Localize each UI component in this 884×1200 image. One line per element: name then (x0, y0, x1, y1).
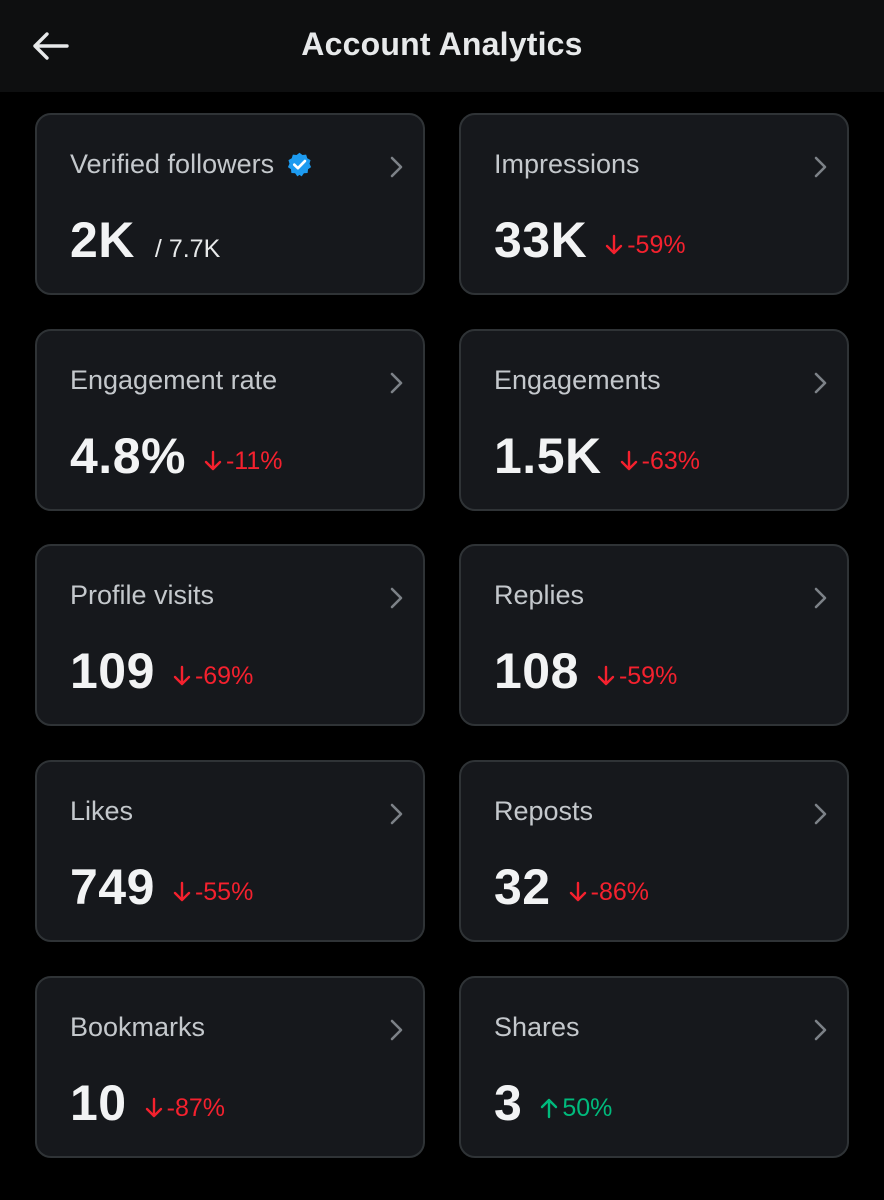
card-impressions[interactable]: Impressions 33K -59% (459, 113, 849, 295)
metric-change: -59% (597, 662, 677, 691)
arrow-down-icon (606, 234, 623, 255)
card-label: Impressions (494, 149, 640, 179)
chevron-right-icon (390, 156, 403, 178)
metric-value: 2K (70, 212, 135, 268)
metric-value: 10 (70, 1075, 127, 1131)
arrow-down-icon (597, 665, 615, 686)
chevron-right-icon (390, 587, 403, 609)
card-label: Engagement rate (70, 365, 278, 395)
chevron-right-icon (814, 803, 827, 825)
change-percent: -86% (590, 877, 649, 906)
change-percent: -59% (618, 661, 678, 690)
metric-change: -86% (569, 878, 649, 907)
card-shares[interactable]: Shares 3 50% (459, 976, 849, 1158)
page-title: Account Analytics (301, 26, 583, 62)
chevron-right-icon (814, 1019, 827, 1041)
card-replies[interactable]: Replies 108 -59% (459, 544, 849, 726)
metric-change: -69% (173, 662, 253, 691)
metric-value: 4.8% (70, 428, 186, 484)
card-label: Verified followers (70, 149, 275, 179)
change-percent: -11% (225, 446, 283, 475)
chevron-right-icon (390, 372, 403, 394)
metric-value: 1.5K (494, 428, 602, 484)
metric-change: -87% (145, 1094, 225, 1123)
card-label: Reposts (494, 796, 594, 826)
metric-change: -11% (204, 446, 283, 476)
chevron-right-icon (814, 156, 827, 178)
card-engagement-rate[interactable]: Engagement rate 4.8% -11% (35, 329, 425, 511)
metric-value: 33K (494, 212, 588, 268)
metric-total: / 7.7K (154, 235, 221, 263)
change-percent: -87% (166, 1093, 225, 1122)
chevron-right-icon (390, 803, 403, 825)
change-percent: 50% (562, 1093, 613, 1122)
change-percent: -55% (194, 877, 254, 906)
arrow-down-icon (173, 665, 191, 686)
change-percent: -63% (641, 446, 700, 475)
metric-change: -55% (173, 878, 253, 907)
metric-value: 109 (70, 643, 155, 699)
metric-change: -59% (605, 230, 686, 260)
arrow-left-icon (33, 32, 69, 60)
card-verified-followers[interactable]: Verified followers 2K / 7.7K (35, 113, 425, 295)
card-label: Shares (494, 1012, 580, 1042)
card-likes[interactable]: Likes 749 -55% (35, 760, 425, 942)
arrow-down-icon (620, 450, 637, 471)
top-bar: Account Analytics (0, 0, 884, 92)
card-label: Replies (494, 580, 585, 610)
arrow-down-icon (173, 881, 191, 902)
arrow-down-icon (569, 881, 586, 902)
metric-change: -63% (620, 447, 700, 476)
metric-value: 749 (70, 859, 155, 915)
metric-change: 50% (540, 1094, 612, 1123)
back-button[interactable] (28, 26, 72, 66)
card-profile-visits[interactable]: Profile visits 109 -69% (35, 544, 425, 726)
chevron-right-icon (390, 1019, 403, 1041)
arrow-down-icon (204, 450, 222, 471)
chevron-right-icon (814, 587, 827, 609)
change-percent: -59% (627, 230, 686, 259)
card-engagements[interactable]: Engagements 1.5K -63% (459, 329, 849, 511)
arrow-up-icon (541, 1098, 558, 1119)
metric-value: 108 (494, 643, 579, 699)
card-bookmarks[interactable]: Bookmarks 10 -87% (35, 976, 425, 1158)
card-label: Profile visits (70, 580, 215, 610)
metric-value: 3 (494, 1075, 523, 1131)
card-reposts[interactable]: Reposts 32 -86% (459, 760, 849, 942)
metric-value: 32 (494, 859, 551, 915)
card-label: Engagements (494, 365, 661, 395)
card-label: Bookmarks (70, 1012, 206, 1042)
verified-badge-icon (288, 152, 312, 177)
arrow-down-icon (145, 1097, 162, 1118)
change-percent: -69% (194, 661, 254, 690)
chevron-right-icon (814, 372, 827, 394)
card-label: Likes (70, 796, 134, 826)
